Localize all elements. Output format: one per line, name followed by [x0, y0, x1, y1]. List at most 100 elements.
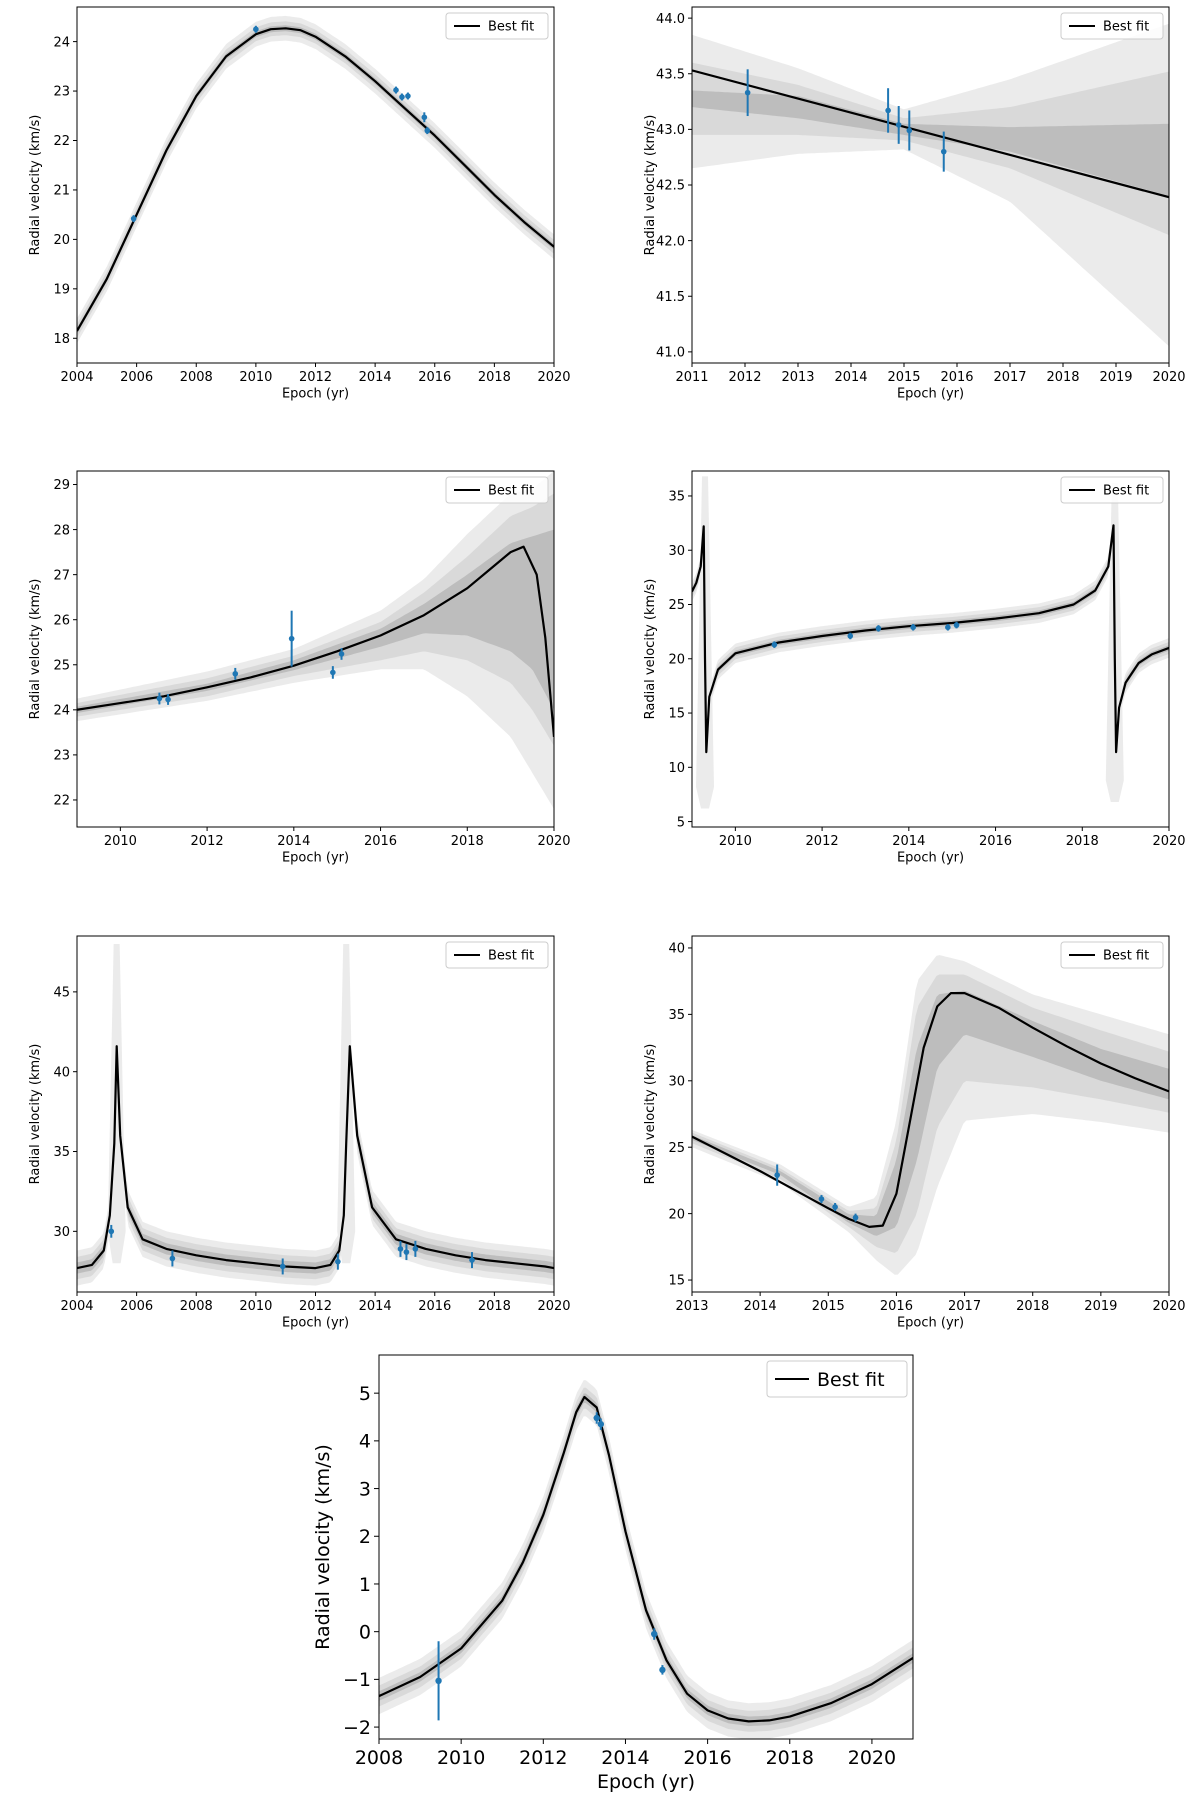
x-tick-label: 2018: [766, 1747, 814, 1769]
y-tick-label: 35: [668, 490, 685, 505]
y-tick-label: 44.0: [656, 12, 685, 27]
legend: Best fit: [1060, 941, 1164, 969]
point-marker: [885, 107, 891, 114]
point-marker: [597, 1420, 605, 1428]
x-tick-label: 2018: [478, 1299, 511, 1314]
uncertainty-band: [77, 471, 554, 809]
x-tick-label: 2014: [892, 834, 925, 849]
data-point: [335, 1253, 341, 1270]
x-tick-label: 2016: [880, 1299, 913, 1314]
x-tick-label: 2006: [120, 370, 153, 385]
data-point: [832, 1203, 838, 1211]
data-point: [338, 648, 345, 660]
point-marker: [338, 651, 345, 657]
x-axis-label: Epoch (yr): [282, 1315, 349, 1330]
plot-area: [379, 1380, 913, 1739]
y-tick-label: 20: [53, 233, 70, 248]
y-tick-label: 27: [53, 568, 70, 583]
data-point: [421, 112, 428, 123]
point-marker: [847, 633, 854, 639]
x-tick-label: 2019: [1099, 370, 1132, 385]
point-marker: [165, 696, 171, 703]
x-axis-label: Epoch (yr): [897, 850, 964, 865]
best-fit-line: [692, 69, 1169, 199]
point-marker: [435, 1677, 442, 1685]
uncertainty-band: [692, 990, 1169, 1236]
x-tick-label: 2010: [239, 370, 272, 385]
legend-label: Best fit: [488, 20, 534, 35]
x-tick-label: 2011: [675, 370, 708, 385]
x-tick-label: 2010: [437, 1747, 485, 1769]
legend: Best fit: [1060, 12, 1164, 40]
subplot-7: 2008 2010 2012 2014 2016 2018 2020 −2 −1 0 1 2 3 4 5 Ep…: [312, 1354, 914, 1793]
data-point: [771, 641, 778, 648]
point-marker: [288, 635, 295, 642]
x-tick-label: 2006: [120, 1299, 153, 1314]
y-tick-label: 1: [359, 1574, 371, 1596]
x-tick-label: 2016: [364, 834, 397, 849]
legend: Best fit: [445, 476, 549, 504]
x-tick-label: 2020: [537, 1299, 570, 1314]
data-point: [744, 69, 751, 117]
x-tick-label: 2013: [781, 370, 814, 385]
y-tick-label: 20: [668, 652, 685, 667]
legend-box: [766, 1360, 908, 1398]
data-point: [165, 694, 171, 705]
data-point: [945, 624, 951, 631]
subplot-1: 2004 2006 2008 2010 2012 2014 2016 2018 2020 18 19…: [28, 6, 571, 401]
data-point: [279, 1258, 286, 1275]
x-tick-label: 2020: [1152, 370, 1185, 385]
y-axis-label: Radial velocity (km/s): [643, 115, 658, 256]
x-tick-label: 2014: [277, 834, 310, 849]
y-tick-label: −2: [343, 1717, 371, 1739]
x-axis-label: Epoch (yr): [282, 850, 349, 865]
x-tick-label: 2018: [1066, 834, 1099, 849]
legend-box: [1060, 476, 1164, 504]
data-point: [253, 25, 259, 33]
x-tick-label: 2014: [834, 370, 867, 385]
best-fit-line: [77, 545, 554, 737]
y-tick-label: 26: [53, 613, 70, 628]
point-marker: [108, 1228, 115, 1235]
point-marker: [852, 1214, 859, 1221]
y-tick-label: 35: [668, 1008, 685, 1023]
legend-label: Best fit: [1103, 20, 1149, 35]
axes-frame: [378, 1354, 914, 1740]
data-point: [895, 106, 902, 144]
data-point: [330, 666, 336, 679]
x-tick-label: 2015: [887, 370, 920, 385]
uncertainty-band: [379, 1393, 913, 1727]
subplot-2: 2011 2012 2013 2014 2015 2016 2017 2018 2019 2020…: [643, 6, 1186, 401]
data-point: [232, 667, 239, 680]
data-point: [774, 1164, 780, 1186]
legend: Best fit: [445, 941, 549, 969]
point-marker: [774, 1172, 780, 1178]
x-tick-label: 2018: [478, 370, 511, 385]
x-tick-label: 2013: [675, 1299, 708, 1314]
subplot-5: 2004 2006 2008 2010 2012 2014 2016 2018 2020 30 35…: [28, 935, 571, 1330]
uncertainty-band: [77, 1043, 554, 1274]
y-tick-label: 28: [53, 523, 70, 538]
y-tick-label: 23: [53, 749, 70, 764]
point-marker: [593, 1414, 600, 1422]
x-tick-label: 2008: [355, 1747, 403, 1769]
x-axis-label: Epoch (yr): [897, 1315, 964, 1330]
point-marker: [832, 1204, 838, 1210]
y-axis-label: Radial velocity (km/s): [28, 579, 43, 720]
data-point: [405, 92, 411, 100]
legend-box: [1060, 941, 1164, 969]
y-axis-label: Radial velocity (km/s): [28, 1044, 43, 1185]
point-marker: [940, 148, 947, 155]
point-marker: [405, 93, 411, 99]
legend-box: [445, 941, 549, 969]
data-point: [412, 1240, 419, 1257]
point-marker: [818, 1196, 825, 1202]
subplot-6: 2013 2014 2015 2016 2017 2018 2019 2020 15 20 25 30…: [643, 935, 1186, 1330]
y-tick-label: 43.0: [656, 123, 685, 138]
x-tick-label: 2020: [848, 1747, 896, 1769]
plot-area: [77, 471, 554, 809]
x-tick-label: 2016: [979, 834, 1012, 849]
y-tick-label: 45: [53, 986, 70, 1001]
legend: Best fit: [445, 12, 549, 40]
axes-frame: [76, 470, 555, 828]
